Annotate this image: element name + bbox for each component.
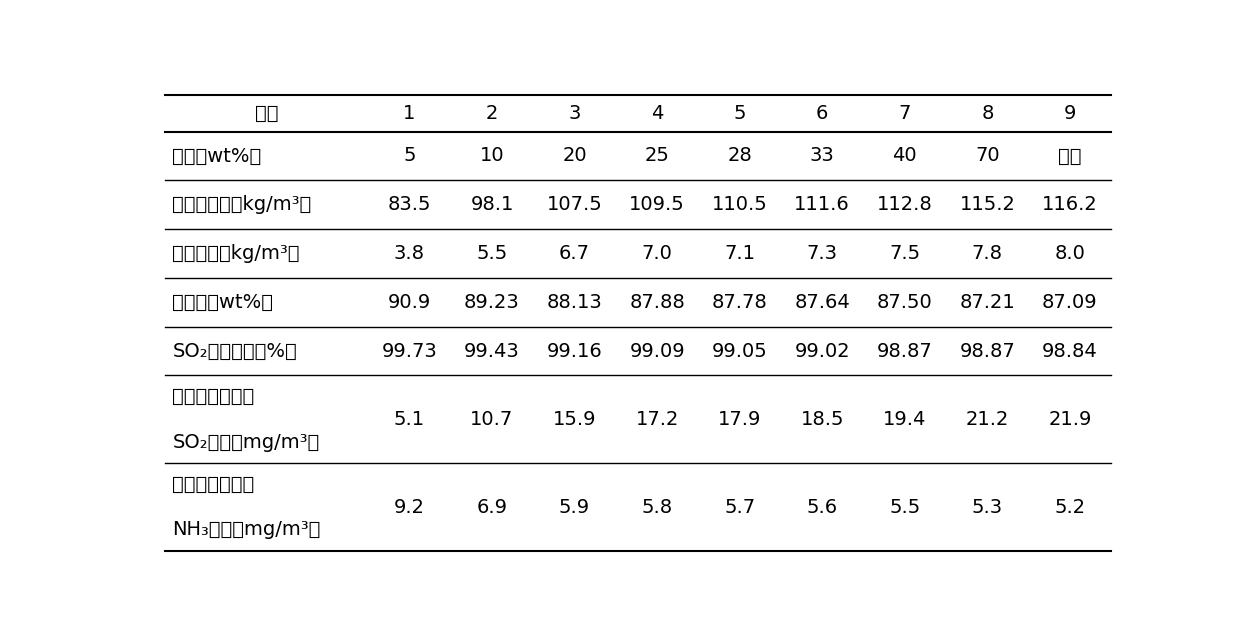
Text: 87.88: 87.88 <box>629 293 684 312</box>
Text: SO₂总吸收率（%）: SO₂总吸收率（%） <box>172 341 298 360</box>
Text: 9.2: 9.2 <box>394 498 425 517</box>
Text: 109.5: 109.5 <box>629 195 684 214</box>
Text: 17.2: 17.2 <box>635 410 678 429</box>
Text: 5: 5 <box>403 146 415 166</box>
Text: 序号: 序号 <box>254 104 278 123</box>
Text: 亚硫酸氢铵（kg/m³）: 亚硫酸氢铵（kg/m³） <box>172 195 311 214</box>
Text: 5.2: 5.2 <box>1054 498 1085 517</box>
Text: 18.5: 18.5 <box>801 410 844 429</box>
Text: 21.9: 21.9 <box>1048 410 1091 429</box>
Text: 112.8: 112.8 <box>877 195 932 214</box>
Text: 7.8: 7.8 <box>972 244 1003 263</box>
Text: 98.1: 98.1 <box>470 195 513 214</box>
Text: 28: 28 <box>728 146 751 166</box>
Text: 88.13: 88.13 <box>547 293 603 312</box>
Text: 8: 8 <box>981 104 993 123</box>
Text: 33: 33 <box>810 146 835 166</box>
Text: 5.7: 5.7 <box>724 498 755 517</box>
Text: NH₃含量（mg/m³）: NH₃含量（mg/m³） <box>172 520 321 539</box>
Text: 二级吸收塔尾气: 二级吸收塔尾气 <box>172 387 254 406</box>
Text: 3: 3 <box>568 104 580 123</box>
Text: 氨水（wt%）: 氨水（wt%） <box>172 146 262 166</box>
Text: 水含量（wt%）: 水含量（wt%） <box>172 293 273 312</box>
Text: 40: 40 <box>893 146 918 166</box>
Text: 5.1: 5.1 <box>394 410 425 429</box>
Text: 7.3: 7.3 <box>807 244 838 263</box>
Text: 4: 4 <box>651 104 663 123</box>
Text: 107.5: 107.5 <box>547 195 603 214</box>
Text: 2: 2 <box>486 104 498 123</box>
Text: 115.2: 115.2 <box>960 195 1016 214</box>
Text: 15.9: 15.9 <box>553 410 596 429</box>
Text: 5.6: 5.6 <box>807 498 838 517</box>
Text: 70: 70 <box>975 146 999 166</box>
Text: 二级吸收塔尾气: 二级吸收塔尾气 <box>172 475 254 494</box>
Text: 5.8: 5.8 <box>641 498 672 517</box>
Text: 99.73: 99.73 <box>382 341 438 360</box>
Text: 19.4: 19.4 <box>883 410 926 429</box>
Text: 10: 10 <box>480 146 505 166</box>
Text: 9: 9 <box>1064 104 1076 123</box>
Text: 1: 1 <box>403 104 415 123</box>
Text: 6.7: 6.7 <box>559 244 590 263</box>
Text: 7.5: 7.5 <box>889 244 920 263</box>
Text: 87.21: 87.21 <box>960 293 1016 312</box>
Text: 87.64: 87.64 <box>795 293 851 312</box>
Text: 98.87: 98.87 <box>877 341 932 360</box>
Text: 5.5: 5.5 <box>476 244 507 263</box>
Text: 98.84: 98.84 <box>1042 341 1097 360</box>
Text: 87.78: 87.78 <box>712 293 768 312</box>
Text: 98.87: 98.87 <box>960 341 1016 360</box>
Text: 83.5: 83.5 <box>388 195 432 214</box>
Text: 99.09: 99.09 <box>629 341 684 360</box>
Text: 25: 25 <box>645 146 670 166</box>
Text: 99.16: 99.16 <box>547 341 603 360</box>
Text: 87.09: 87.09 <box>1042 293 1097 312</box>
Text: 87.50: 87.50 <box>877 293 932 312</box>
Text: 10.7: 10.7 <box>470 410 513 429</box>
Text: 99.02: 99.02 <box>795 341 851 360</box>
Text: 21.2: 21.2 <box>966 410 1009 429</box>
Text: 5.3: 5.3 <box>972 498 1003 517</box>
Text: 5: 5 <box>733 104 746 123</box>
Text: 111.6: 111.6 <box>795 195 851 214</box>
Text: 亚硫酸铵（kg/m³）: 亚硫酸铵（kg/m³） <box>172 244 300 263</box>
Text: 20: 20 <box>562 146 587 166</box>
Text: 5.5: 5.5 <box>889 498 920 517</box>
Text: 99.43: 99.43 <box>464 341 520 360</box>
Text: 89.23: 89.23 <box>464 293 520 312</box>
Text: 116.2: 116.2 <box>1042 195 1097 214</box>
Text: 110.5: 110.5 <box>712 195 768 214</box>
Text: 8.0: 8.0 <box>1054 244 1085 263</box>
Text: 5.9: 5.9 <box>559 498 590 517</box>
Text: 6: 6 <box>816 104 828 123</box>
Text: 7: 7 <box>899 104 911 123</box>
Text: 纯氨: 纯氨 <box>1058 146 1081 166</box>
Text: 7.1: 7.1 <box>724 244 755 263</box>
Text: 3.8: 3.8 <box>394 244 425 263</box>
Text: SO₂含量（mg/m³）: SO₂含量（mg/m³） <box>172 433 320 452</box>
Text: 90.9: 90.9 <box>388 293 432 312</box>
Text: 7.0: 7.0 <box>641 244 672 263</box>
Text: 6.9: 6.9 <box>476 498 507 517</box>
Text: 17.9: 17.9 <box>718 410 761 429</box>
Text: 99.05: 99.05 <box>712 341 768 360</box>
